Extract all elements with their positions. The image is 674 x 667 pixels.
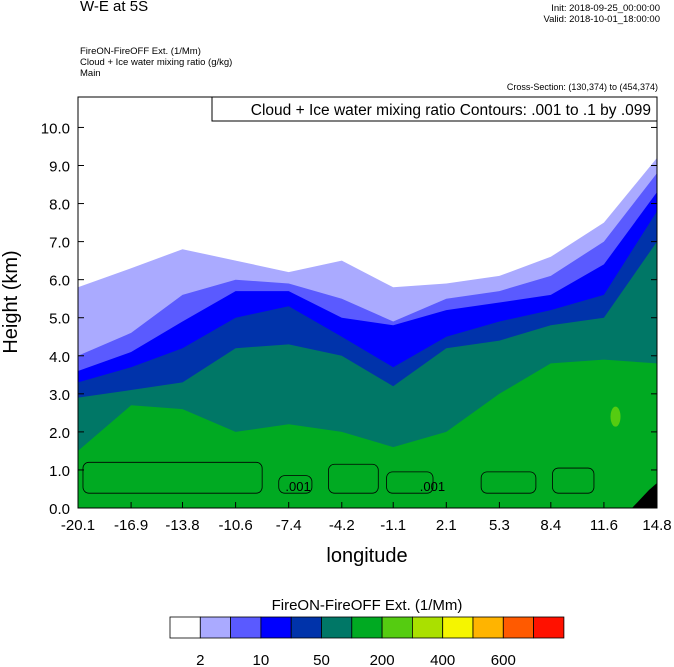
y-tick-label: 0.0 <box>49 501 70 518</box>
colorbar-swatch <box>199 616 232 639</box>
y-tick-label: 1.0 <box>49 463 70 480</box>
contour-line <box>328 463 379 494</box>
colorbar-swatch <box>442 616 474 639</box>
y-tick-label: 2.0 <box>49 425 70 442</box>
colorbar-label: 2 <box>196 652 204 667</box>
x-tick-label: 11.6 <box>590 517 618 534</box>
contour-info-box <box>211 96 658 122</box>
colorbar-swatch <box>533 616 565 639</box>
colorbar-label: 200 <box>370 652 395 667</box>
x-tick-label: 8.4 <box>540 517 561 534</box>
x-axis-label: longitude <box>326 545 407 567</box>
contour-line <box>480 471 537 494</box>
x-tick-label: -13.8 <box>165 517 199 534</box>
y-tick-label: 5.0 <box>49 311 70 328</box>
x-tick-label: 5.3 <box>489 517 510 534</box>
colorbar-swatch <box>351 616 383 639</box>
cross-section-label: Cross-Section: (130,374) to (454,374) <box>506 82 658 92</box>
colorbar-swatch <box>381 616 413 639</box>
valid-time: Valid: 2018-10-01_18:00:00 <box>543 14 660 25</box>
x-tick-label: -10.6 <box>219 517 253 534</box>
x-tick-label: -7.4 <box>276 517 302 534</box>
contour-line <box>552 467 595 494</box>
plot-title: W-E at 5S <box>80 0 149 15</box>
contour-line <box>386 471 434 494</box>
fill-layer-green <box>78 359 657 508</box>
colorbar-label: 50 <box>313 652 330 667</box>
x-tick-label: -1.1 <box>380 517 406 534</box>
colorbar-swatch <box>290 616 322 639</box>
colorbar-swatch <box>411 616 444 639</box>
y-tick-label: 10.0 <box>41 120 70 137</box>
x-tick-label: 2.1 <box>436 517 457 534</box>
x-tick-label: 14.8 <box>642 517 671 534</box>
contour-info-text: Cloud + Ice water mixing ratio Contours:… <box>251 102 651 119</box>
subtitle-domain: Main <box>80 68 101 79</box>
contour-label: .001 <box>285 479 310 494</box>
y-tick-label: 7.0 <box>49 235 70 252</box>
colorbar-swatch <box>230 616 262 639</box>
y-tick-label: 6.0 <box>49 273 70 290</box>
contour-line <box>278 475 313 494</box>
colorbar-swatch <box>169 616 201 639</box>
x-tick-label: -4.2 <box>329 517 355 534</box>
colorbar-swatch <box>321 616 353 639</box>
y-axis-label: Height (km) <box>0 250 22 353</box>
y-tick-label: 4.0 <box>49 349 70 366</box>
y-tick-label: 8.0 <box>49 197 70 214</box>
colorbar-swatch <box>502 616 534 639</box>
contour-line <box>82 461 263 494</box>
y-tick-label: 9.0 <box>49 159 70 176</box>
colorbar-swatch <box>260 616 292 639</box>
colorbar-label: 400 <box>430 652 455 667</box>
colorbar-title: FireON-FireOFF Ext. (1/Mm) <box>272 597 463 614</box>
terrain <box>632 483 657 508</box>
colorbar-label: 10 <box>253 652 270 667</box>
colorbar-label: 600 <box>491 652 516 667</box>
subtitle-field: FireON-FireOFF Ext. (1/Mm) <box>80 46 201 57</box>
contour-label: .001 <box>420 479 445 494</box>
y-tick-label: 3.0 <box>49 387 70 404</box>
subtitle-contour: Cloud + Ice water mixing ratio (g/kg) <box>80 57 233 68</box>
x-tick-label: -20.1 <box>61 517 95 534</box>
x-tick-label: -16.9 <box>114 517 148 534</box>
init-time: Init: 2018-09-25_00:00:00 <box>551 3 660 14</box>
fill-hotspot <box>610 406 621 427</box>
colorbar-swatch <box>472 616 504 639</box>
